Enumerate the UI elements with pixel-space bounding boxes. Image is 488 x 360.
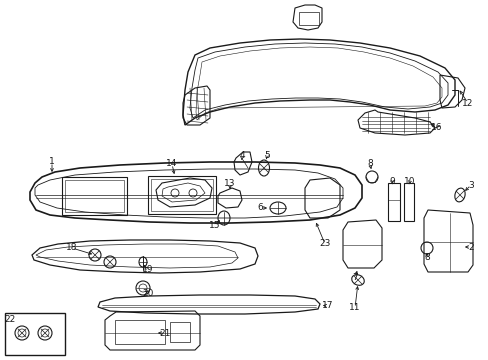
Text: 13: 13: [224, 179, 235, 188]
Text: 9: 9: [388, 176, 394, 185]
Bar: [5, 313, 65, 355]
Text: 16: 16: [430, 123, 442, 132]
Text: 2: 2: [467, 243, 473, 252]
Text: 20: 20: [142, 288, 153, 297]
Bar: [387, 183, 399, 221]
Text: 5: 5: [264, 152, 269, 161]
Text: 14: 14: [166, 159, 177, 168]
Text: 10: 10: [404, 176, 415, 185]
Text: 21: 21: [159, 328, 170, 338]
Bar: [403, 183, 413, 221]
Text: 18: 18: [66, 243, 78, 252]
Text: 12: 12: [461, 99, 473, 108]
Text: 22: 22: [4, 315, 16, 324]
Bar: [115, 320, 164, 344]
Text: 17: 17: [322, 302, 333, 310]
Bar: [170, 322, 190, 342]
Bar: [65, 180, 124, 212]
Text: 15: 15: [209, 221, 220, 230]
Text: 19: 19: [142, 266, 153, 274]
Bar: [148, 176, 216, 214]
Text: 11: 11: [348, 303, 360, 312]
Text: 23: 23: [319, 239, 330, 248]
Text: 4: 4: [239, 152, 244, 161]
Text: 6: 6: [257, 203, 263, 212]
Text: 7: 7: [351, 274, 357, 283]
Text: 8: 8: [423, 253, 429, 262]
Bar: [151, 179, 213, 211]
Text: 1: 1: [49, 158, 55, 166]
Text: 8: 8: [366, 159, 372, 168]
Bar: [62, 177, 127, 215]
Text: 3: 3: [467, 180, 473, 189]
